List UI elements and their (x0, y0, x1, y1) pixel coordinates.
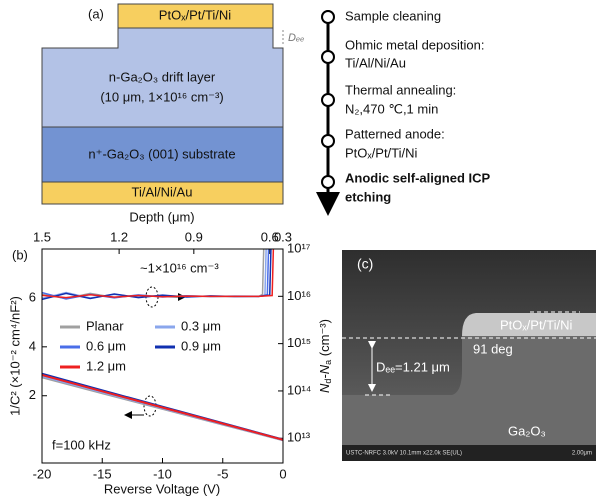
y2-tick-label: 10¹⁵ (287, 335, 311, 350)
substrate-label: n⁺-Ga₂O₃ (001) substrate (88, 146, 235, 161)
y-tick-label: 6 (29, 289, 36, 304)
y2-axis-label: Nd-Na (cm⁻³) (317, 319, 333, 393)
cv-line (42, 373, 283, 441)
flow-step: Patterned anode: (345, 126, 445, 141)
sem-footer: USTC-NRFC 3.0kV 10.1mm x22.0k SE(UL) (346, 451, 462, 457)
y2-tick-label: 10¹⁴ (287, 382, 311, 397)
x2-axis-label: Depth (μm) (129, 209, 194, 224)
dee-label: Dₑₑ (288, 32, 304, 44)
y2-label-part: a (323, 360, 333, 365)
panel-label: (b) (12, 247, 28, 262)
doping-annotation: ~1×10¹⁶ cm⁻³ (140, 260, 219, 275)
flow-node (321, 50, 335, 64)
x-tick-label: -15 (93, 466, 112, 481)
plot-area (42, 249, 283, 442)
panel-label: (c) (357, 256, 373, 272)
flow-step: etching (345, 189, 391, 204)
sem-footer-bar (342, 445, 596, 461)
drift-label: n-Ga₂O₃ drift layer (109, 69, 216, 84)
flow-step: Thermal annealing: (345, 82, 456, 97)
flow-node (321, 134, 335, 148)
y2-label-part: -N (317, 364, 332, 378)
legend-label: 1.2 μm (86, 358, 126, 373)
flow-step: Ti/Al/Ni/Au (345, 55, 406, 70)
y-tick-label: 4 (29, 338, 36, 353)
flow-node (321, 10, 335, 24)
plot-frame (41, 248, 284, 464)
y-axis-label: 1/C² (×10⁻² cm⁴/nF²) (7, 296, 22, 416)
sem-scale: 2.00μm (572, 451, 592, 457)
process-flow: Sample cleaning Ohmic metal deposition: Ti… (316, 8, 491, 216)
y2-tick-label: 10¹³ (287, 430, 311, 445)
legend-label: 0.6 μm (86, 338, 126, 353)
y2-label-part: (cm⁻³) (317, 319, 332, 360)
x-axis-label: Reverse Voltage (V) (104, 481, 220, 496)
frequency-annotation: f=100 kHz (52, 437, 111, 452)
x2-tick-label: 0.9 (185, 229, 203, 244)
panel-a: (a) PtOₓ/Pt/Ti/Ni n-Ga₂O₃ drift layer (1… (41, 3, 304, 205)
x2-tick-label: 0.6 (261, 229, 279, 244)
y-tick-label: 2 (29, 387, 36, 402)
cathode-layer (41, 181, 284, 205)
anode-layer (117, 3, 274, 29)
angle-label: 91 deg (473, 341, 513, 356)
y2-label-part: d (323, 379, 333, 384)
flow-step: Sample cleaning (345, 8, 441, 23)
flow-step: Ohmic metal deposition: (345, 37, 484, 52)
flow-node (321, 93, 335, 107)
y2-label-part: N (317, 383, 332, 393)
legend-label: Planar (86, 318, 124, 333)
x2-tick-label: 1.5 (33, 229, 51, 244)
anode-label: PtOₓ/Pt/Ti/Ni (500, 317, 573, 332)
flow-step: Anodic self-aligned ICP (345, 170, 491, 185)
material-label: Ga₂O₃ (508, 423, 546, 438)
doping-line (42, 249, 275, 299)
legend-label: 0.3 μm (181, 318, 221, 333)
x2-tick-label: 1.2 (110, 229, 128, 244)
x2-tick-label: 0.3 (274, 229, 292, 244)
y2-tick-label: 10¹⁷ (287, 240, 311, 255)
x-tick-label: -5 (217, 466, 229, 481)
sem-sample (342, 336, 596, 461)
sem-anode (462, 313, 596, 336)
y2-tick-label: 10¹⁶ (287, 288, 311, 303)
panel-c: (c) PtOₓ/Pt/Ti/Ni 91 deg Dₑₑ=1.21 μm Ga₂… (342, 250, 596, 461)
flow-node (321, 175, 335, 189)
cathode-label: Ti/Al/Ni/Au (132, 184, 193, 199)
flow-step: PtOₓ/Pt/Ti/Ni (345, 145, 418, 160)
x-tick-label: -20 (33, 466, 52, 481)
flow-step: N₂,470 ℃,1 min (345, 101, 438, 116)
x-tick-label: 0 (279, 466, 286, 481)
dee-label: Dₑₑ=1.21 μm (376, 359, 450, 374)
x-tick-label: -10 (153, 466, 172, 481)
anode-label: PtOₓ/Pt/Ti/Ni (159, 7, 232, 22)
drift-spec: (10 μm, 1×10¹⁶ cm⁻³) (100, 89, 223, 104)
legend-label: 0.9 μm (181, 338, 221, 353)
chart: (b) Reverse Voltage (V) Depth (μm) 1/C² … (7, 209, 333, 496)
panel-label: (a) (88, 6, 104, 21)
